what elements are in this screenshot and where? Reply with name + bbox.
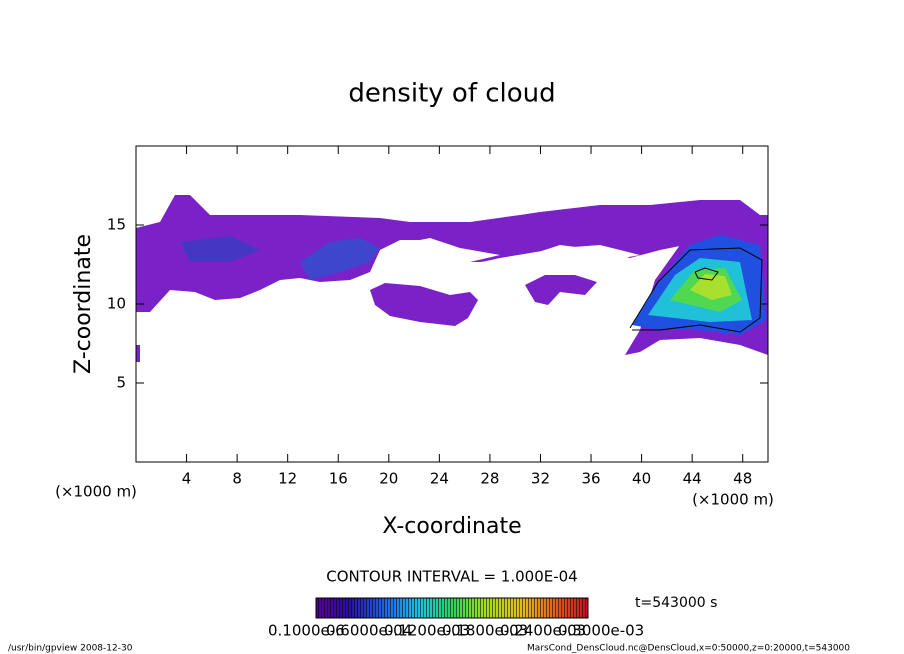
x-tick-label: 36 <box>581 470 600 488</box>
colorbar-stripes <box>316 598 588 618</box>
chart-title: density of cloud <box>348 79 555 109</box>
colorbar-label: 0.3000e-03 <box>558 622 644 640</box>
cloud-field <box>136 195 768 362</box>
cloud-region <box>300 238 380 280</box>
clear-region <box>395 238 500 268</box>
cloud-region <box>370 283 478 326</box>
y-tick-label: 5 <box>116 374 126 392</box>
colorbar-label: 0.6000e-04 <box>326 622 412 640</box>
cloud-region <box>690 274 732 300</box>
colorbar-label: 0.1800e-03 <box>442 622 528 640</box>
y-tick-label: 10 <box>107 295 126 313</box>
x-tick-label: 44 <box>683 470 702 488</box>
y-unit: (×1000 m) <box>55 483 137 501</box>
x-tick-label: 8 <box>232 470 242 488</box>
cloud-region <box>180 236 260 262</box>
contour-line <box>694 267 719 281</box>
x-tick-label: 24 <box>430 470 449 488</box>
cloud-region <box>525 275 597 305</box>
colorbar-label: 0.2400e-03 <box>500 622 586 640</box>
contour-line <box>629 247 763 333</box>
x-tick-label: 28 <box>480 470 499 488</box>
clear-region <box>455 245 640 276</box>
footer-left: /usr/bin/gpview 2008-12-30 <box>8 644 133 654</box>
time-label: t=543000 s <box>635 595 717 611</box>
x-axis-label: X-coordinate <box>382 514 521 539</box>
cloud-region <box>136 345 140 362</box>
colorbar-label: 0.1200e-03 <box>384 622 470 640</box>
y-axis-label: Z-coordinate <box>71 234 96 374</box>
x-unit: (×1000 m) <box>692 491 774 509</box>
colorbar-label: 0.1000e-6 <box>268 622 345 640</box>
colorbar-frame <box>315 597 589 619</box>
contour-interval: CONTOUR INTERVAL = 1.000E-04 <box>326 568 577 586</box>
y-tick-label: 15 <box>107 216 126 234</box>
footer-right: MarsCond_DensCloud.nc@DensCloud,x=0:5000… <box>527 644 850 654</box>
x-tick-label: 4 <box>182 470 192 488</box>
x-tick-label: 20 <box>379 470 398 488</box>
x-tick-label: 32 <box>531 470 550 488</box>
x-tick-label: 16 <box>329 470 348 488</box>
x-tick-label: 12 <box>278 470 297 488</box>
x-tick-label: 40 <box>632 470 651 488</box>
x-tick-label: 48 <box>733 470 752 488</box>
